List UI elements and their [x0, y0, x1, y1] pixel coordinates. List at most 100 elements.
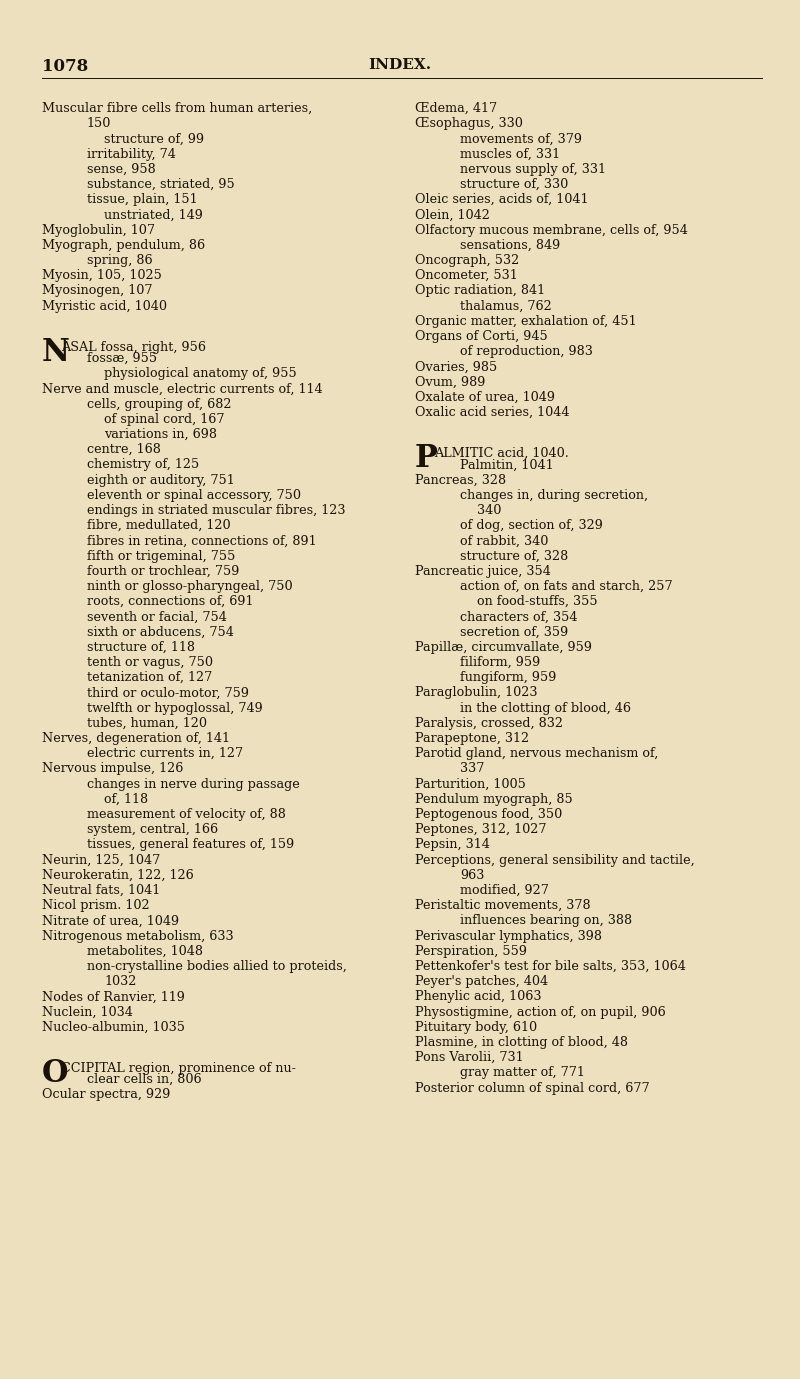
Text: Myoglobulin, 107: Myoglobulin, 107	[42, 223, 155, 237]
Text: metabolites, 1048: metabolites, 1048	[87, 945, 203, 958]
Text: third or oculo-motor, 759: third or oculo-motor, 759	[87, 687, 249, 699]
Text: thalamus, 762: thalamus, 762	[460, 299, 552, 313]
Text: tenth or vagus, 750: tenth or vagus, 750	[87, 656, 213, 669]
Text: Palmitin, 1041: Palmitin, 1041	[460, 458, 554, 472]
Text: centre, 168: centre, 168	[87, 443, 161, 456]
Text: of rabbit, 340: of rabbit, 340	[460, 535, 548, 547]
Text: Oncograph, 532: Oncograph, 532	[415, 254, 519, 268]
Text: variations in, 698: variations in, 698	[104, 427, 217, 441]
Text: modified, 927: modified, 927	[460, 884, 549, 896]
Text: changes in nerve during passage: changes in nerve during passage	[87, 778, 300, 790]
Text: ASAL fossa, right, 956: ASAL fossa, right, 956	[61, 341, 206, 354]
Text: irritability, 74: irritability, 74	[87, 148, 176, 160]
Text: Oleic series, acids of, 1041: Oleic series, acids of, 1041	[415, 193, 589, 207]
Text: fifth or trigeminal, 755: fifth or trigeminal, 755	[87, 550, 235, 563]
Text: gray matter of, 771: gray matter of, 771	[460, 1066, 585, 1080]
Text: Pepsin, 314: Pepsin, 314	[415, 838, 490, 851]
Text: structure of, 330: structure of, 330	[460, 178, 568, 192]
Text: Neurin, 125, 1047: Neurin, 125, 1047	[42, 854, 160, 866]
Text: Nitrogenous metabolism, 633: Nitrogenous metabolism, 633	[42, 929, 234, 943]
Text: Oncometer, 531: Oncometer, 531	[415, 269, 518, 283]
Text: tubes, human, 120: tubes, human, 120	[87, 717, 207, 729]
Text: system, central, 166: system, central, 166	[87, 823, 218, 836]
Text: fossæ, 955: fossæ, 955	[87, 352, 157, 365]
Text: Perivascular lymphatics, 398: Perivascular lymphatics, 398	[415, 929, 602, 943]
Text: Peyer's patches, 404: Peyer's patches, 404	[415, 975, 548, 989]
Text: chemistry of, 125: chemistry of, 125	[87, 458, 199, 472]
Text: Optic radiation, 841: Optic radiation, 841	[415, 284, 545, 298]
Text: of spinal cord, 167: of spinal cord, 167	[104, 412, 225, 426]
Text: fungiform, 959: fungiform, 959	[460, 672, 556, 684]
Text: Organs of Corti, 945: Organs of Corti, 945	[415, 330, 548, 343]
Text: Pendulum myograph, 85: Pendulum myograph, 85	[415, 793, 573, 805]
Text: Peptogenous food, 350: Peptogenous food, 350	[415, 808, 562, 821]
Text: Myosin, 105, 1025: Myosin, 105, 1025	[42, 269, 162, 283]
Text: clear cells in, 806: clear cells in, 806	[87, 1073, 202, 1087]
Text: Pettenkofer's test for bile salts, 353, 1064: Pettenkofer's test for bile salts, 353, …	[415, 960, 686, 974]
Text: spring, 86: spring, 86	[87, 254, 153, 268]
Text: endings in striated muscular fibres, 123: endings in striated muscular fibres, 123	[87, 503, 346, 517]
Text: Physostigmine, action of, on pupil, 906: Physostigmine, action of, on pupil, 906	[415, 1005, 666, 1019]
Text: substance, striated, 95: substance, striated, 95	[87, 178, 234, 192]
Text: Ovum, 989: Ovum, 989	[415, 375, 486, 389]
Text: 150: 150	[87, 117, 111, 130]
Text: action of, on fats and starch, 257: action of, on fats and starch, 257	[460, 581, 673, 593]
Text: Nervous impulse, 126: Nervous impulse, 126	[42, 763, 183, 775]
Text: Nucleo-albumin, 1035: Nucleo-albumin, 1035	[42, 1020, 185, 1034]
Text: Perspiration, 559: Perspiration, 559	[415, 945, 527, 958]
Text: eighth or auditory, 751: eighth or auditory, 751	[87, 473, 234, 487]
Text: of reproduction, 983: of reproduction, 983	[460, 345, 593, 359]
Text: Ocular spectra, 929: Ocular spectra, 929	[42, 1088, 170, 1102]
Text: Oxalate of urea, 1049: Oxalate of urea, 1049	[415, 390, 555, 404]
Text: fourth or trochlear, 759: fourth or trochlear, 759	[87, 565, 239, 578]
Text: Œdema, 417: Œdema, 417	[415, 102, 497, 114]
Text: Muscular fibre cells from human arteries,: Muscular fibre cells from human arteries…	[42, 102, 312, 114]
Text: Phenylic acid, 1063: Phenylic acid, 1063	[415, 990, 542, 1004]
Text: Pituitary body, 610: Pituitary body, 610	[415, 1020, 537, 1034]
Text: eleventh or spinal accessory, 750: eleventh or spinal accessory, 750	[87, 488, 301, 502]
Text: tissues, general features of, 159: tissues, general features of, 159	[87, 838, 294, 851]
Text: CCIPITAL region, prominence of nu-: CCIPITAL region, prominence of nu-	[61, 1062, 296, 1076]
Text: Myograph, pendulum, 86: Myograph, pendulum, 86	[42, 239, 205, 252]
Text: in the clotting of blood, 46: in the clotting of blood, 46	[460, 702, 631, 714]
Text: seventh or facial, 754: seventh or facial, 754	[87, 611, 227, 623]
Text: fibre, medullated, 120: fibre, medullated, 120	[87, 520, 230, 532]
Text: fibres in retina, connections of, 891: fibres in retina, connections of, 891	[87, 535, 317, 547]
Text: influences bearing on, 388: influences bearing on, 388	[460, 914, 632, 928]
Text: cells, grouping of, 682: cells, grouping of, 682	[87, 397, 231, 411]
Text: Organic matter, exhalation of, 451: Organic matter, exhalation of, 451	[415, 314, 637, 328]
Text: 337: 337	[460, 763, 484, 775]
Text: Nerve and muscle, electric currents of, 114: Nerve and muscle, electric currents of, …	[42, 382, 322, 396]
Text: Neutral fats, 1041: Neutral fats, 1041	[42, 884, 160, 896]
Text: movements of, 379: movements of, 379	[460, 132, 582, 145]
Text: electric currents in, 127: electric currents in, 127	[87, 747, 243, 760]
Text: Pancreatic juice, 354: Pancreatic juice, 354	[415, 565, 551, 578]
Text: Pancreas, 328: Pancreas, 328	[415, 473, 506, 487]
Text: Posterior column of spinal cord, 677: Posterior column of spinal cord, 677	[415, 1081, 650, 1095]
Text: 1032: 1032	[104, 975, 136, 989]
Text: roots, connections of, 691: roots, connections of, 691	[87, 596, 254, 608]
Text: Paraglobulin, 1023: Paraglobulin, 1023	[415, 687, 538, 699]
Text: 1078: 1078	[42, 58, 88, 74]
Text: Plasmine, in clotting of blood, 48: Plasmine, in clotting of blood, 48	[415, 1036, 628, 1049]
Text: Nuclein, 1034: Nuclein, 1034	[42, 1005, 133, 1019]
Text: Parotid gland, nervous mechanism of,: Parotid gland, nervous mechanism of,	[415, 747, 658, 760]
Text: Pons Varolii, 731: Pons Varolii, 731	[415, 1051, 524, 1065]
Text: Olfactory mucous membrane, cells of, 954: Olfactory mucous membrane, cells of, 954	[415, 223, 688, 237]
Text: twelfth or hypoglossal, 749: twelfth or hypoglossal, 749	[87, 702, 262, 714]
Text: Olein, 1042: Olein, 1042	[415, 208, 490, 222]
Text: on food-stuffs, 355: on food-stuffs, 355	[477, 596, 598, 608]
Text: P: P	[415, 443, 438, 474]
Text: muscles of, 331: muscles of, 331	[460, 148, 560, 160]
Text: O: O	[42, 1058, 69, 1089]
Text: structure of, 118: structure of, 118	[87, 641, 195, 654]
Text: filiform, 959: filiform, 959	[460, 656, 540, 669]
Text: unstriated, 149: unstriated, 149	[104, 208, 203, 222]
Text: Neurokeratin, 122, 126: Neurokeratin, 122, 126	[42, 869, 194, 881]
Text: Nicol prism. 102: Nicol prism. 102	[42, 899, 150, 912]
Text: Nodes of Ranvier, 119: Nodes of Ranvier, 119	[42, 990, 185, 1004]
Text: tissue, plain, 151: tissue, plain, 151	[87, 193, 198, 207]
Text: Perceptions, general sensibility and tactile,: Perceptions, general sensibility and tac…	[415, 854, 694, 866]
Text: ninth or glosso-pharyngeal, 750: ninth or glosso-pharyngeal, 750	[87, 581, 293, 593]
Text: Œsophagus, 330: Œsophagus, 330	[415, 117, 523, 130]
